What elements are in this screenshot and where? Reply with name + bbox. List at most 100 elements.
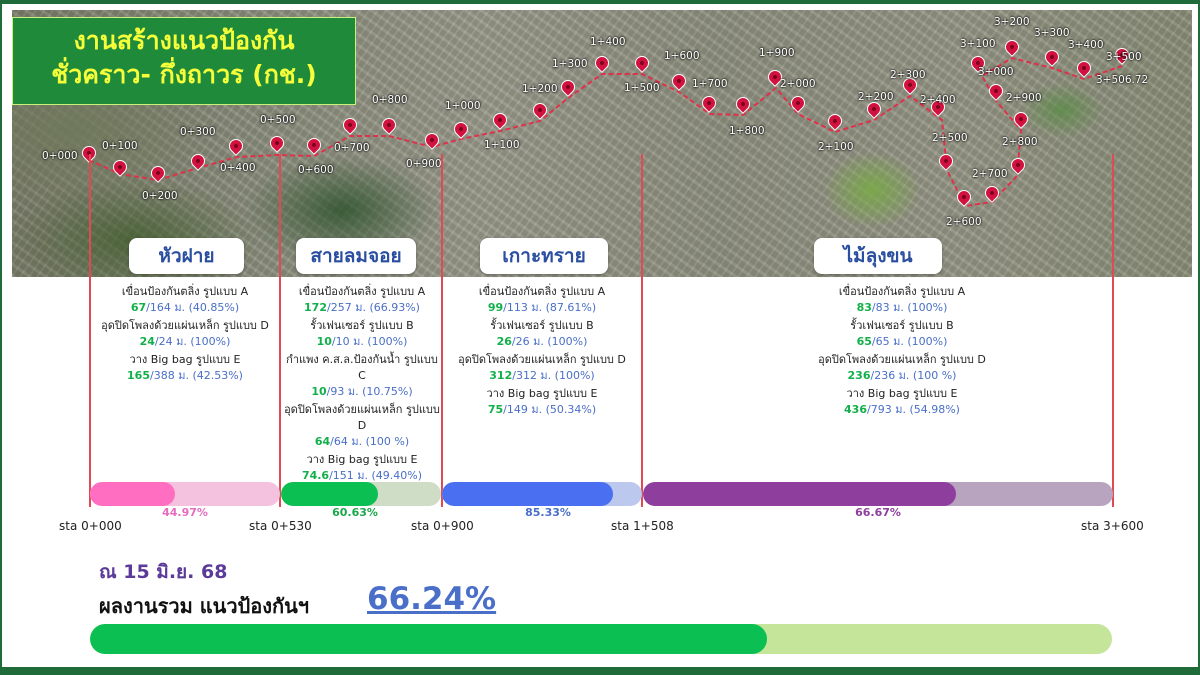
station-label: 0+600 xyxy=(298,164,334,176)
work-item-label: วาง Big bag รูปแบบ E xyxy=(486,387,598,400)
station-label: 3+506.72 xyxy=(1096,74,1149,86)
station-label: 2+000 xyxy=(780,78,816,90)
work-item-total: /113 ม. (87.61%) xyxy=(503,301,597,314)
work-item-value: 10/10 ม. (100%) xyxy=(282,334,442,350)
work-item: รั้วเฟนเซอร์ รูปแบบ B 10/10 ม. (100%) xyxy=(282,318,442,350)
sta-label-4: sta 3+600 xyxy=(1081,519,1144,533)
work-item-done: 65 xyxy=(856,335,872,348)
zone-items-1: เขื่อนป้องกันตลิ่ง รูปแบบ A 172/257 ม. (6… xyxy=(282,284,442,486)
station-label: 0+400 xyxy=(220,162,256,174)
work-item-total: /793 ม. (54.98%) xyxy=(867,403,960,416)
station-label: 1+200 xyxy=(522,83,558,95)
total-progress-fill xyxy=(90,624,767,654)
work-item-value: 172/257 ม. (66.93%) xyxy=(282,300,442,316)
work-item: วาง Big bag รูปแบบ E 165/388 ม. (42.53%) xyxy=(94,352,276,384)
work-item-value: 83/83 ม. (100%) xyxy=(762,300,1042,316)
work-item-total: /151 ม. (49.40%) xyxy=(329,469,423,482)
divider-line-2 xyxy=(441,154,443,507)
work-item-total: /10 ม. (100%) xyxy=(331,335,408,348)
work-item-value: 312/312 ม. (100%) xyxy=(444,368,640,384)
total-progress-bar xyxy=(90,624,1112,654)
station-label: 3+200 xyxy=(994,16,1030,28)
work-item-total: /164 ม. (40.85%) xyxy=(146,301,240,314)
work-item-value: 99/113 ม. (87.61%) xyxy=(444,300,640,316)
zone-progress-fill-1 xyxy=(281,482,378,506)
zone-items-2: เขื่อนป้องกันตลิ่ง รูปแบบ A 99/113 ม. (87… xyxy=(444,284,640,420)
work-item-label: วาง Big bag รูปแบบ E xyxy=(846,387,958,400)
work-item-total: /149 ม. (50.34%) xyxy=(503,403,597,416)
work-item-label: รั้วเฟนเซอร์ รูปแบบ B xyxy=(310,319,414,332)
work-item-value: 236/236 ม. (100 %) xyxy=(762,368,1042,384)
work-item-total: /83 ม. (100%) xyxy=(871,301,948,314)
summary-percent[interactable]: 66.24% xyxy=(367,581,497,617)
work-item-label: รั้วเฟนเซอร์ รูปแบบ B xyxy=(850,319,954,332)
work-item: รั้วเฟนเซอร์ รูปแบบ B 65/65 ม. (100%) xyxy=(762,318,1042,350)
work-item: เขื่อนป้องกันตลิ่ง รูปแบบ A 67/164 ม. (40… xyxy=(94,284,276,316)
divider-line-4 xyxy=(1112,154,1114,507)
work-item-total: /236 ม. (100 %) xyxy=(870,369,957,382)
work-item: เขื่อนป้องกันตลิ่ง รูปแบบ A 83/83 ม. (100… xyxy=(762,284,1042,316)
zone-label-mailungkhon: ไม้ลุงขน xyxy=(814,238,942,274)
sta-label-1: sta 0+530 xyxy=(249,519,312,533)
station-label: 2+100 xyxy=(818,141,854,153)
work-item-label: อุดปิดโพลงด้วยแผ่นเหล็ก รูปแบบ D xyxy=(818,353,986,366)
work-item-done: 10 xyxy=(316,335,332,348)
station-label: 3+000 xyxy=(978,66,1014,78)
station-label: 2+800 xyxy=(1002,136,1038,148)
work-item-done: 10 xyxy=(311,385,327,398)
work-item-done: 75 xyxy=(487,403,504,416)
station-label: 2+200 xyxy=(858,91,894,103)
station-label: 3+400 xyxy=(1068,39,1104,51)
station-label: 1+800 xyxy=(729,125,765,137)
work-item-value: 75/149 ม. (50.34%) xyxy=(444,402,640,418)
sta-label-3: sta 1+508 xyxy=(611,519,674,533)
station-label: 0+200 xyxy=(142,190,178,202)
station-label: 1+000 xyxy=(445,100,481,112)
station-label: 1+700 xyxy=(692,78,728,90)
slide-title: งานสร้างแนวป้องกัน ชั่วคราว- กึ่งถาวร (ก… xyxy=(12,17,356,105)
work-item-done: 67 xyxy=(130,301,147,314)
station-label: 2+300 xyxy=(890,69,926,81)
zone-progress-label-3: 66.67% xyxy=(855,506,901,519)
work-item-done: 74.6 xyxy=(301,469,330,482)
zone-items-0: เขื่อนป้องกันตลิ่ง รูปแบบ A 67/164 ม. (40… xyxy=(94,284,276,386)
work-item: อุดปิดโพลงด้วยแผ่นเหล็ก รูปแบบ D 312/312 … xyxy=(444,352,640,384)
zone-progress-fill-0 xyxy=(90,482,176,506)
work-item: อุดปิดโพลงด้วยแผ่นเหล็ก รูปแบบ D 236/236 … xyxy=(762,352,1042,384)
zone-progress-bar-0 xyxy=(90,482,280,506)
work-item-label: เขื่อนป้องกันตลิ่ง รูปแบบ A xyxy=(478,285,606,298)
work-item-done: 26 xyxy=(496,335,512,348)
work-item-value: 74.6/151 ม. (49.40%) xyxy=(282,468,442,484)
zone-progress-bar-3 xyxy=(643,482,1113,506)
station-label: 3+100 xyxy=(960,38,996,50)
work-item-total: /65 ม. (100%) xyxy=(871,335,948,348)
work-item: วาง Big bag รูปแบบ E 74.6/151 ม. (49.40%) xyxy=(282,452,442,484)
station-label: 1+500 xyxy=(624,82,660,94)
report-date: ณ 15 มิ.ย. 68 xyxy=(99,561,228,583)
station-label: 0+700 xyxy=(334,142,370,154)
summary-label: ผลงานรวม แนวป้องกันฯ xyxy=(99,594,310,618)
work-item: อุดปิดโพลงด้วยแผ่นเหล็ก รูปแบบ D 24/24 ม.… xyxy=(94,318,276,350)
title-line-1: งานสร้างแนวป้องกัน xyxy=(73,26,295,55)
zone-progress-fill-3 xyxy=(643,482,957,506)
work-item-done: 64 xyxy=(314,435,331,448)
station-label: 1+400 xyxy=(590,36,626,48)
station-label: 2+900 xyxy=(1006,92,1042,104)
station-label: 1+100 xyxy=(484,139,520,151)
zone-progress-bar-2 xyxy=(442,482,642,506)
title-line-2: ชั่วคราว- กึ่งถาวร (กช.) xyxy=(51,60,317,89)
work-item: เขื่อนป้องกันตลิ่ง รูปแบบ A 99/113 ม. (87… xyxy=(444,284,640,316)
station-label: 2+700 xyxy=(972,168,1008,180)
zone-label-huafai: หัวฝาย xyxy=(129,238,244,274)
work-item-label: เขื่อนป้องกันตลิ่ง รูปแบบ A xyxy=(121,285,249,298)
work-item-label: กำแพง ค.ส.ล.ป้องกันน้ำ รูปแบบ C xyxy=(286,353,438,382)
sta-label-0: sta 0+000 xyxy=(59,519,122,533)
work-item-done: 24 xyxy=(139,335,155,348)
station-label: 0+500 xyxy=(260,114,296,126)
work-item-value: 10/93 ม. (10.75%) xyxy=(282,384,442,400)
divider-line-0 xyxy=(89,154,91,507)
work-item-label: เขื่อนป้องกันตลิ่ง รูปแบบ A xyxy=(838,285,966,298)
work-item-label: วาง Big bag รูปแบบ E xyxy=(129,353,241,366)
station-label: 0+100 xyxy=(102,140,138,152)
